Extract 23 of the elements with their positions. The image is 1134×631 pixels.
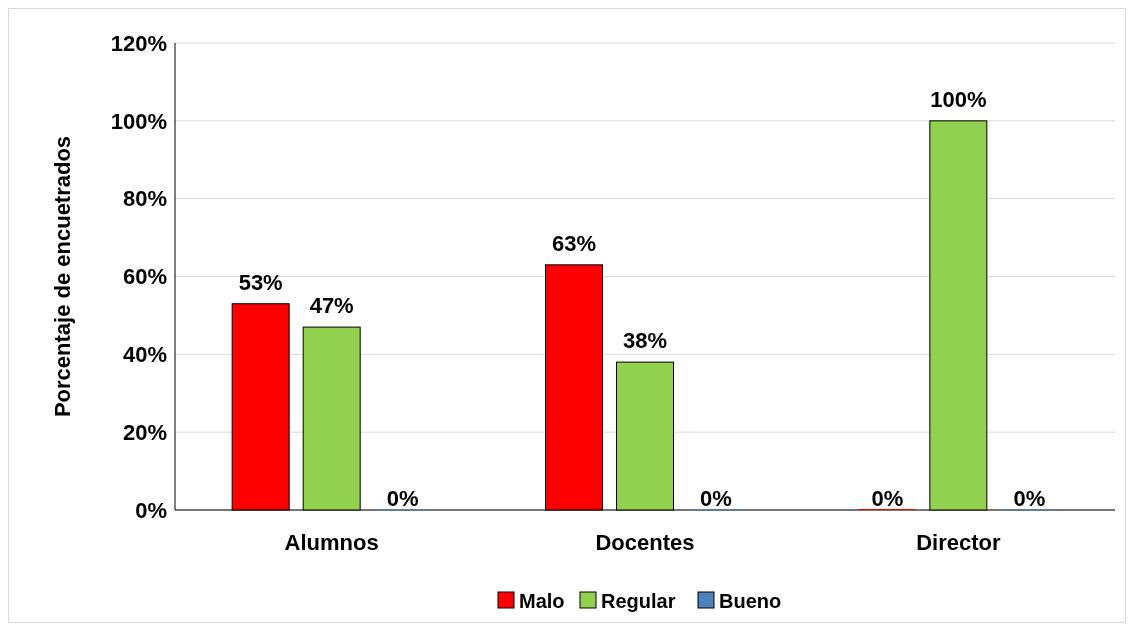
y-tick-label: 80% — [122, 186, 167, 212]
y-tick-label: 120% — [110, 30, 167, 56]
x-tick-label: Director — [916, 530, 1001, 555]
x-tick-label: Alumnos — [284, 530, 379, 555]
data-label: 53% — [238, 269, 283, 295]
legend-label: Malo — [519, 590, 565, 612]
y-tick-label: 40% — [122, 342, 167, 368]
data-label: 100% — [930, 86, 987, 112]
data-label: 0% — [700, 486, 732, 511]
data-label: 0% — [871, 486, 904, 511]
data-label: 63% — [551, 230, 597, 256]
legend-label: Bueno — [719, 590, 782, 612]
y-tick-label: 0% — [135, 497, 167, 523]
x-tick-label: Docentes — [595, 530, 695, 555]
data-label: 38% — [622, 328, 668, 354]
y-tick-label: 20% — [122, 419, 167, 445]
data-label: 0% — [1013, 486, 1046, 511]
data-label: 0% — [386, 486, 419, 511]
data-label: 47% — [309, 293, 354, 319]
legend-label: Regular — [601, 590, 676, 612]
y-axis-title: Porcentaje de encuetrados — [50, 135, 75, 418]
y-tick-label: 100% — [110, 108, 167, 134]
y-tick-label: 60% — [122, 264, 167, 290]
